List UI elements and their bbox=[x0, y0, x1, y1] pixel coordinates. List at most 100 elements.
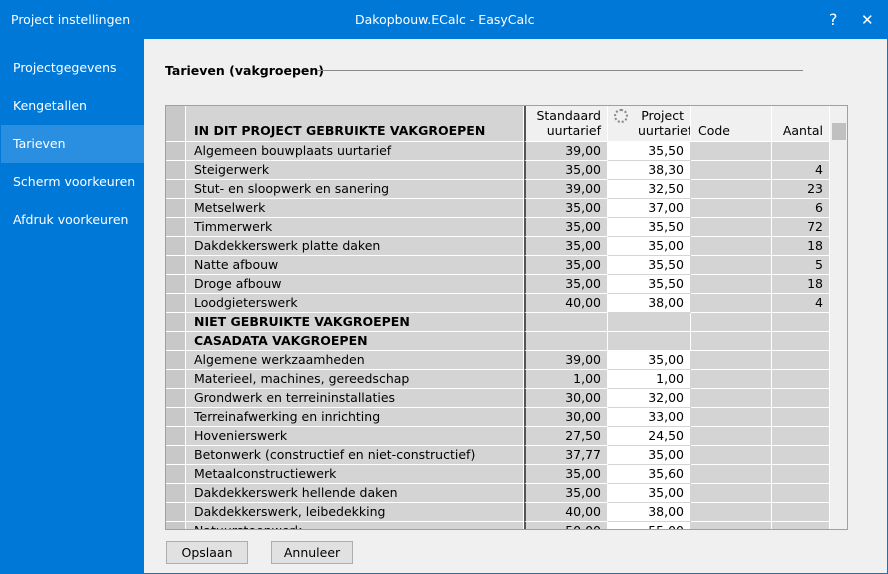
project-rate[interactable]: 33,00 bbox=[608, 408, 691, 427]
data-grid: IN DIT PROJECT GEBRUIKTE VAKGROEPEN Stand… bbox=[165, 105, 848, 530]
standard-rate: 35,00 bbox=[524, 218, 608, 237]
count-cell: 18 bbox=[772, 237, 830, 256]
name-cell: Stut- en sloopwerk en sanering bbox=[186, 180, 524, 199]
project-rate[interactable]: 32,00 bbox=[608, 389, 691, 408]
project-rate[interactable]: 35,50 bbox=[608, 218, 691, 237]
code-cell bbox=[691, 256, 772, 275]
row-selector bbox=[166, 199, 186, 218]
cell bbox=[772, 332, 830, 351]
name-cell: Metselwerk bbox=[186, 199, 524, 218]
code-cell bbox=[691, 522, 772, 529]
count-cell: 6 bbox=[772, 199, 830, 218]
project-rate[interactable]: 35,50 bbox=[608, 275, 691, 294]
scrollbar[interactable] bbox=[830, 106, 847, 529]
name-cell: Droge afbouw bbox=[186, 275, 524, 294]
standard-rate: 35,00 bbox=[524, 237, 608, 256]
project-rate[interactable]: 38,00 bbox=[608, 294, 691, 313]
button[interactable]: Annuleer bbox=[271, 541, 353, 564]
count-cell: 4 bbox=[772, 294, 830, 313]
row-selector bbox=[166, 161, 186, 180]
row-selector bbox=[166, 484, 186, 503]
window-title: Dakopbouw.ECalc - EasyCalc bbox=[355, 12, 535, 27]
count-cell bbox=[772, 446, 830, 465]
cell bbox=[691, 332, 772, 351]
name-cell: Dakdekkerswerk hellende daken bbox=[186, 484, 524, 503]
nav-item[interactable]: Scherm voorkeuren bbox=[13, 174, 136, 189]
code-cell bbox=[691, 351, 772, 370]
code-cell bbox=[691, 180, 772, 199]
name-cell: Timmerwerk bbox=[186, 218, 524, 237]
standard-rate: 35,00 bbox=[524, 161, 608, 180]
count-cell bbox=[772, 370, 830, 389]
project-rate[interactable]: 35,50 bbox=[608, 142, 691, 161]
name-cell: Dakdekkerswerk platte daken bbox=[186, 237, 524, 256]
cell bbox=[608, 313, 691, 332]
row-selector bbox=[166, 503, 186, 522]
standard-rate: 39,00 bbox=[524, 180, 608, 199]
row-selector bbox=[166, 332, 186, 351]
nav-item[interactable]: Afdruk voorkeuren bbox=[13, 212, 129, 227]
standard-rate: 37,77 bbox=[524, 446, 608, 465]
column-header: Aantal bbox=[772, 106, 830, 142]
column-header: Standaard uurtarief bbox=[524, 106, 608, 142]
help-button[interactable]: ? bbox=[829, 10, 838, 29]
scroll-thumb[interactable] bbox=[832, 123, 846, 140]
project-rate[interactable]: 37,00 bbox=[608, 199, 691, 218]
project-rate[interactable]: 35,60 bbox=[608, 465, 691, 484]
name-cell: Betonwerk (constructief en niet-construc… bbox=[186, 446, 524, 465]
row-selector bbox=[166, 237, 186, 256]
cell bbox=[772, 313, 830, 332]
group-heading: CASADATA VAKGROEPEN bbox=[186, 332, 524, 351]
close-button[interactable]: ✕ bbox=[861, 11, 874, 29]
project-rate[interactable]: 35,00 bbox=[608, 237, 691, 256]
count-cell bbox=[772, 142, 830, 161]
standard-rate: 39,00 bbox=[524, 351, 608, 370]
name-cell: Metaalconstructiewerk bbox=[186, 465, 524, 484]
row-selector bbox=[166, 389, 186, 408]
code-cell bbox=[691, 294, 772, 313]
column-header: Project uurtarief bbox=[608, 106, 691, 142]
project-rate[interactable]: 35,50 bbox=[608, 256, 691, 275]
project-rate[interactable]: 55,00 bbox=[608, 522, 691, 529]
nav-item[interactable]: Tarieven bbox=[1, 125, 144, 163]
count-cell: 5 bbox=[772, 256, 830, 275]
project-rate[interactable]: 24,50 bbox=[608, 427, 691, 446]
project-rate[interactable]: 38,00 bbox=[608, 503, 691, 522]
standard-rate: 27,50 bbox=[524, 427, 608, 446]
standard-rate: 35,00 bbox=[524, 465, 608, 484]
standard-rate: 35,00 bbox=[524, 484, 608, 503]
standard-rate: 40,00 bbox=[524, 294, 608, 313]
standard-rate: 30,00 bbox=[524, 389, 608, 408]
project-rate[interactable]: 35,00 bbox=[608, 446, 691, 465]
project-rate[interactable]: 38,30 bbox=[608, 161, 691, 180]
row-selector bbox=[166, 294, 186, 313]
row-selector bbox=[166, 142, 186, 161]
code-cell bbox=[691, 427, 772, 446]
name-cell: Hovenierswerk bbox=[186, 427, 524, 446]
name-cell: Terreinafwerking en inrichting bbox=[186, 408, 524, 427]
count-cell: 4 bbox=[772, 161, 830, 180]
standard-rate: 40,00 bbox=[524, 503, 608, 522]
project-rate[interactable]: 32,50 bbox=[608, 180, 691, 199]
row-selector bbox=[166, 275, 186, 294]
title-bar: Project instellingen Dakopbouw.ECalc - E… bbox=[1, 1, 887, 39]
nav-item[interactable]: Kengetallen bbox=[13, 98, 87, 113]
name-cell: Grondwerk en terreininstallaties bbox=[186, 389, 524, 408]
project-rate[interactable]: 35,00 bbox=[608, 484, 691, 503]
row-selector bbox=[166, 256, 186, 275]
standard-rate: 35,00 bbox=[524, 256, 608, 275]
nav-item[interactable]: Projectgegevens bbox=[13, 60, 117, 75]
count-cell bbox=[772, 503, 830, 522]
button[interactable]: Opslaan bbox=[166, 541, 248, 564]
project-rate[interactable]: 35,00 bbox=[608, 351, 691, 370]
row-selector bbox=[166, 218, 186, 237]
project-rate[interactable]: 1,00 bbox=[608, 370, 691, 389]
row-selector bbox=[166, 522, 186, 529]
cell bbox=[524, 332, 608, 351]
sidebar: Projectgegevens Kengetallen Tarieven Scherm… bbox=[1, 39, 144, 573]
row-selector bbox=[166, 465, 186, 484]
code-cell bbox=[691, 408, 772, 427]
gear-icon bbox=[614, 109, 628, 123]
row-header-cell bbox=[166, 106, 186, 142]
